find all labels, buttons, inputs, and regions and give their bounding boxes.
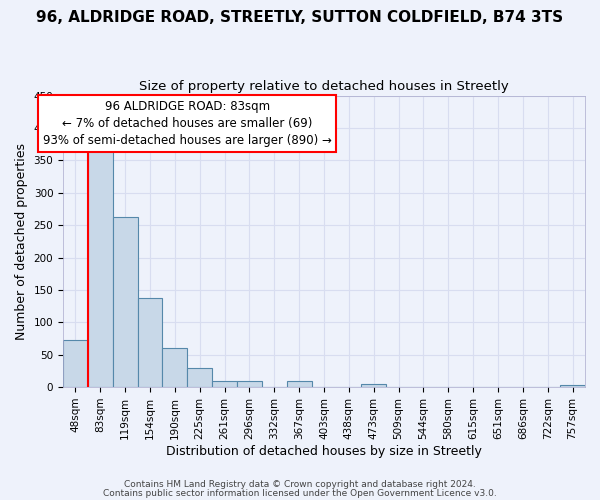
Bar — [237, 380, 262, 387]
Bar — [187, 368, 212, 387]
Bar — [137, 298, 163, 387]
X-axis label: Distribution of detached houses by size in Streetly: Distribution of detached houses by size … — [166, 444, 482, 458]
Bar — [63, 340, 88, 387]
Bar — [88, 141, 113, 387]
Bar — [212, 380, 237, 387]
Title: Size of property relative to detached houses in Streetly: Size of property relative to detached ho… — [139, 80, 509, 93]
Y-axis label: Number of detached properties: Number of detached properties — [15, 143, 28, 340]
Text: 96, ALDRIDGE ROAD, STREETLY, SUTTON COLDFIELD, B74 3TS: 96, ALDRIDGE ROAD, STREETLY, SUTTON COLD… — [37, 10, 563, 25]
Bar — [163, 348, 187, 387]
Text: Contains HM Land Registry data © Crown copyright and database right 2024.: Contains HM Land Registry data © Crown c… — [124, 480, 476, 489]
Bar — [560, 385, 585, 387]
Text: Contains public sector information licensed under the Open Government Licence v3: Contains public sector information licen… — [103, 490, 497, 498]
Text: 96 ALDRIDGE ROAD: 83sqm
← 7% of detached houses are smaller (69)
93% of semi-det: 96 ALDRIDGE ROAD: 83sqm ← 7% of detached… — [43, 100, 332, 147]
Bar — [361, 384, 386, 387]
Bar — [113, 218, 137, 387]
Bar — [287, 380, 311, 387]
